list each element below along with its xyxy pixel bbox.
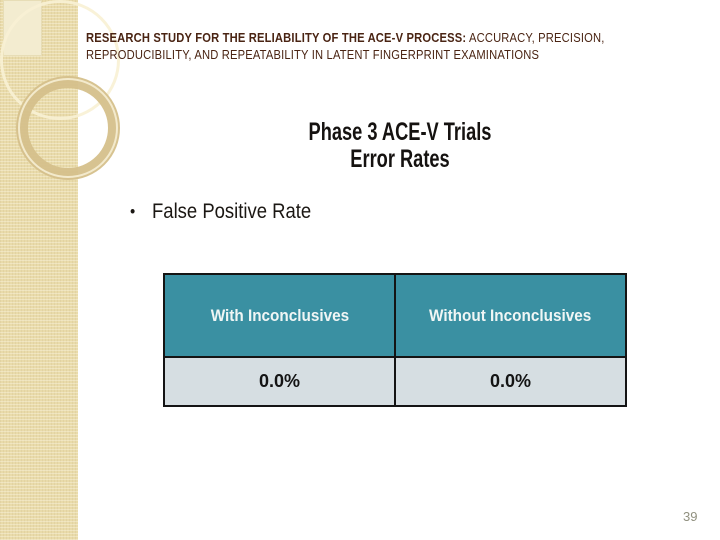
table-header-with-inconclusives: With Inconclusives <box>165 275 394 356</box>
slide-header: RESEARCH STUDY FOR THE RELIABILITY OF TH… <box>86 30 688 63</box>
page-number: 39 <box>683 509 698 524</box>
bullet-icon: • <box>130 202 136 221</box>
header-title-line: RESEARCH STUDY FOR THE RELIABILITY OF TH… <box>86 30 467 45</box>
slide-title-line1: Phase 3 ACE-V Trials <box>308 118 492 146</box>
bullet-label: False Positive Rate <box>152 200 312 223</box>
table-header-without-inconclusives: Without Inconclusives <box>396 275 625 356</box>
table-value-with-inconclusives: 0.0% <box>165 358 394 405</box>
header-subtitle: ACCURACY, PRECISION, REPRODUCIBILITY, AN… <box>86 30 605 62</box>
slide-title: Phase 3 ACE-V Trials Error Rates <box>171 119 629 173</box>
error-rate-table: With Inconclusives Without Inconclusives… <box>163 273 627 407</box>
bullet-item: • False Positive Rate <box>130 199 311 225</box>
table-value-without-inconclusives: 0.0% <box>396 358 625 405</box>
thick-ring-decoration <box>16 76 120 180</box>
slide-title-line2: Error Rates <box>350 145 450 173</box>
